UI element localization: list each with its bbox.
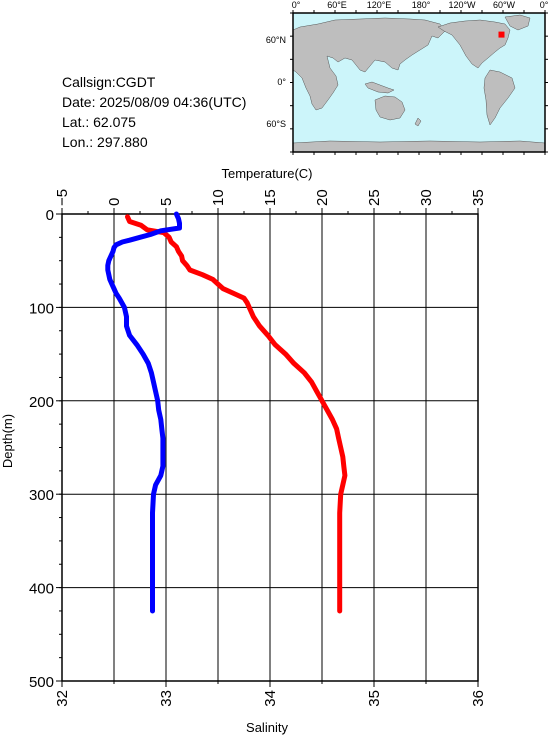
land-eurasia-africa — [292, 17, 446, 111]
salinity-tick-labels: 32 33 34 35 36 — [54, 690, 487, 707]
salinity-tick-label: 36 — [470, 690, 487, 707]
land-antarctica — [292, 140, 546, 153]
map-lat-label-60n: 60°N — [266, 35, 286, 45]
land-north-america — [437, 19, 511, 69]
depth-tick-label: 200 — [29, 394, 54, 411]
map-lon-label-0: 0° — [292, 0, 301, 10]
temperature-tick-label: 15 — [262, 189, 279, 206]
salinity-tick-label: 32 — [54, 690, 71, 707]
station-info: Callsign:CGDT Date: 2025/08/09 04:36(UTC… — [62, 74, 246, 150]
temperature-tick-label: 5 — [158, 198, 175, 206]
map-lon-label-1: 60°E — [327, 0, 347, 10]
salinity-axis-title: Salinity — [246, 720, 288, 735]
land-new-zealand — [414, 117, 422, 127]
temperature-axis-title: Temperature(C) — [221, 166, 312, 181]
map-lat-label-0: 0° — [277, 77, 286, 87]
temperature-tick-label: 30 — [418, 189, 435, 206]
callsign-text: Callsign:CGDT — [62, 74, 156, 90]
station-marker — [498, 31, 505, 38]
plot-frame — [61, 213, 479, 682]
map-lon-label-2: 120°E — [367, 0, 392, 10]
map-lon-label-6: 0° — [540, 0, 549, 10]
depth-tick-labels: 0 100 200 300 400 500 — [29, 207, 54, 691]
depth-tick-label: 400 — [29, 581, 54, 598]
temperature-tick-label: 25 — [366, 189, 383, 206]
map-lon-label-5: 60°W — [493, 0, 516, 10]
map-lon-label-3: 180° — [412, 0, 431, 10]
temperature-tick-label: 0 — [106, 198, 123, 206]
longitude-text: Lon.: 297.880 — [62, 134, 148, 150]
temperature-tick-label: −5 — [54, 189, 71, 206]
map-lon-labels: 0° 60°E 120°E 180° 120°W 60°W 0° — [292, 0, 549, 10]
chart-grid — [56, 208, 479, 687]
depth-tick-label: 300 — [29, 487, 54, 504]
salinity-tick-label: 35 — [366, 690, 383, 707]
land-greenland — [504, 14, 531, 31]
depth-tick-label: 100 — [29, 300, 54, 317]
depth-tick-label: 0 — [46, 207, 54, 224]
temperature-tick-label: 10 — [210, 189, 227, 206]
map-lon-label-4: 120°W — [448, 0, 476, 10]
depth-axis-title: Depth(m) — [0, 414, 15, 468]
temperature-profile-line — [125, 214, 348, 614]
profile-chart: −5 0 5 10 15 20 25 30 35 32 33 34 35 36 010020030040… — [0, 166, 487, 735]
temperature-tick-label: 20 — [314, 189, 331, 206]
land-indonesia — [364, 81, 395, 94]
map-lat-label-60s: 60°S — [266, 119, 286, 129]
depth-tick-label: 500 — [29, 674, 54, 691]
world-map: 0° 60°E 120°E 180° 120°W 60°W 0° 60°N 0°… — [266, 0, 549, 155]
map-frame-ticks — [290, 10, 548, 155]
chart-series — [105, 211, 348, 614]
land-south-america — [483, 69, 516, 126]
map-lat-labels: 60°N 0° 60°S — [266, 35, 287, 129]
latitude-text: Lat.: 62.075 — [62, 114, 136, 130]
salinity-tick-label: 33 — [158, 690, 175, 707]
chart-minor-ticks — [59, 211, 479, 684]
map-land — [292, 14, 546, 153]
temperature-tick-labels: −5 0 5 10 15 20 25 30 35 — [54, 189, 487, 206]
date-text: Date: 2025/08/09 04:36(UTC) — [62, 94, 246, 110]
salinity-profile-line — [105, 211, 182, 614]
salinity-tick-label: 34 — [262, 690, 279, 707]
land-australia — [374, 95, 406, 121]
temperature-tick-label: 35 — [470, 189, 487, 206]
